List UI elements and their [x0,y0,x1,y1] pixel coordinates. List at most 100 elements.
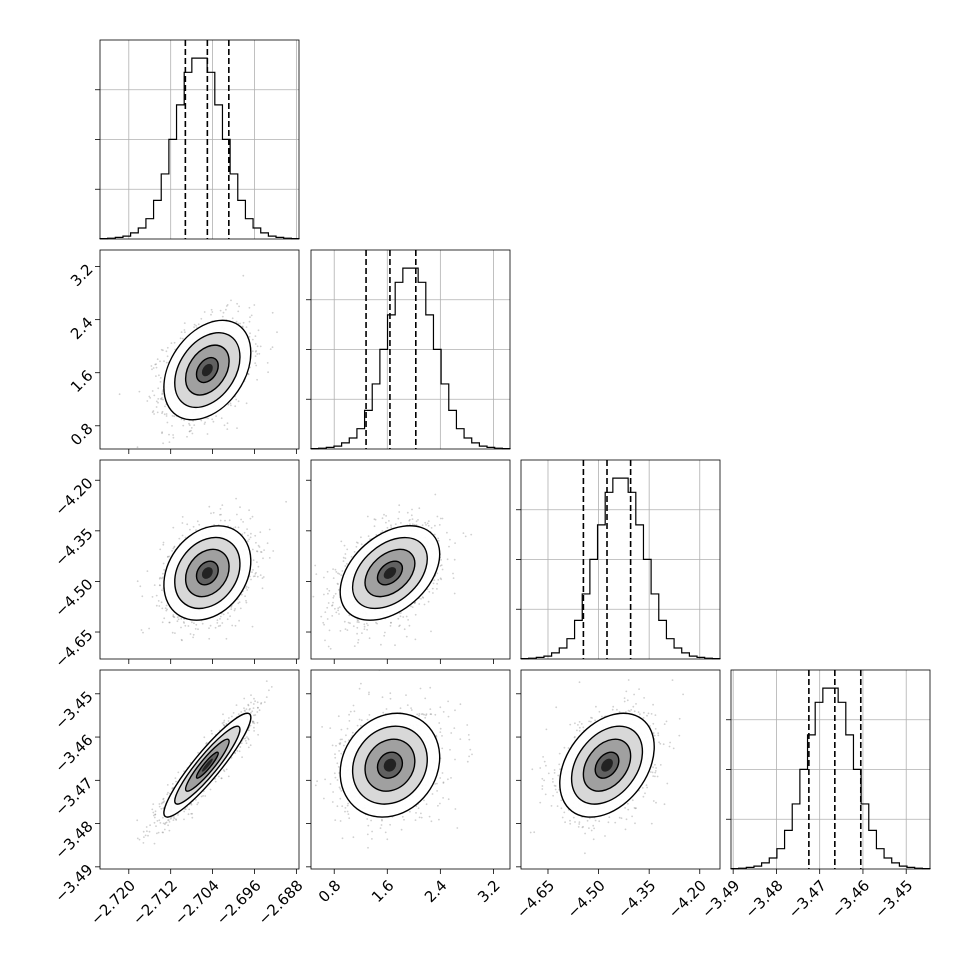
scatter-point [223,719,226,722]
scatter-point [338,606,341,608]
scatter-point [118,393,121,396]
scatter-point [136,837,139,840]
scatter-point [388,520,390,522]
scatter-point [161,412,163,414]
scatter-point [156,832,158,835]
scatter-point [181,516,184,518]
scatter-point [190,427,193,429]
scatter-point [386,526,389,529]
scatter-point [162,816,164,819]
scatter-point [157,398,160,400]
scatter-point [413,602,416,605]
scatter-point [235,398,238,401]
scatter-point [196,520,199,523]
scatter-point [440,559,442,561]
scatter-point [360,536,362,539]
scatter-point [163,569,166,571]
scatter-point [234,526,237,529]
scatter-point [226,428,229,430]
scatter-point [439,517,442,520]
scatter-point [256,575,259,578]
scatter-point [172,819,175,821]
scatter-point [202,795,205,797]
scatter-panel-1-2 [299,459,511,664]
scatter-point [246,589,249,591]
scatter-point [358,621,360,624]
scatter-point [151,808,154,811]
scatter-point [142,830,145,833]
scatter-point [394,523,397,525]
scatter-panel-0-3 [95,669,300,874]
scatter-point [230,404,232,407]
panel-frame [520,459,721,660]
scatter-point [226,422,229,425]
scatter-point [181,534,184,537]
scatter-point [238,601,241,604]
scatter-point [437,540,440,542]
scatter-point [197,628,199,631]
hist-panel-3 [726,669,931,870]
scatter-point [237,310,240,313]
scatter-point [149,397,152,399]
scatter-point [234,608,237,610]
scatter-point [197,801,200,804]
contour-core [383,567,397,579]
scatter-point [159,381,162,383]
scatter-point [437,537,440,540]
scatter-point [420,598,422,600]
scatter-point [408,624,411,627]
scatter-point [383,634,386,637]
scatter-point [259,531,262,534]
scatter-point [225,305,228,307]
scatter-point [200,317,203,320]
scatter-point [219,508,222,510]
scatter-point [233,609,236,612]
scatter-point [226,304,229,306]
scatter-point [203,311,206,313]
scatter-point [189,528,191,531]
scatter-point [162,572,164,575]
histogram-3 [730,687,931,870]
scatter-point [160,348,163,351]
scatter-point [439,564,442,567]
scatter-point [326,588,329,590]
scatter-point [193,323,196,326]
scatter-point [161,393,164,396]
scatter-point [266,362,269,364]
scatter-point [192,633,195,636]
scatter-point [172,614,175,616]
scatter-point [150,365,153,367]
scatter-point [355,545,358,548]
scatter-point [138,390,141,393]
scatter-point [260,551,262,553]
scatter-point [166,421,169,424]
scatter-point [172,434,175,436]
scatter-point [257,706,259,709]
scatter-point [209,624,212,627]
scatter-point [195,324,198,327]
scatter-point [306,624,308,626]
scatter-point [176,616,179,619]
scatter-point [173,546,176,549]
scatter-point [162,543,165,546]
scatter-point [171,425,173,427]
scatter-point [338,613,340,615]
scatter-point [191,621,193,624]
scatter-point [219,309,222,312]
scatter-point [193,424,196,426]
scatter-point [374,518,377,521]
scatter-point [162,442,165,445]
scatter-point [363,625,366,628]
scatter-point [154,363,157,366]
scatter-point [299,638,301,640]
scatter-point [230,608,233,610]
scatter-point [383,513,385,516]
scatter-point [424,521,427,524]
scatter-point [220,513,222,516]
scatter-point [285,500,287,503]
scatter-point [357,619,359,622]
scatter-point [337,609,339,612]
scatter-point [148,830,151,833]
panel-frame [730,669,931,870]
scatter-point [249,517,252,520]
